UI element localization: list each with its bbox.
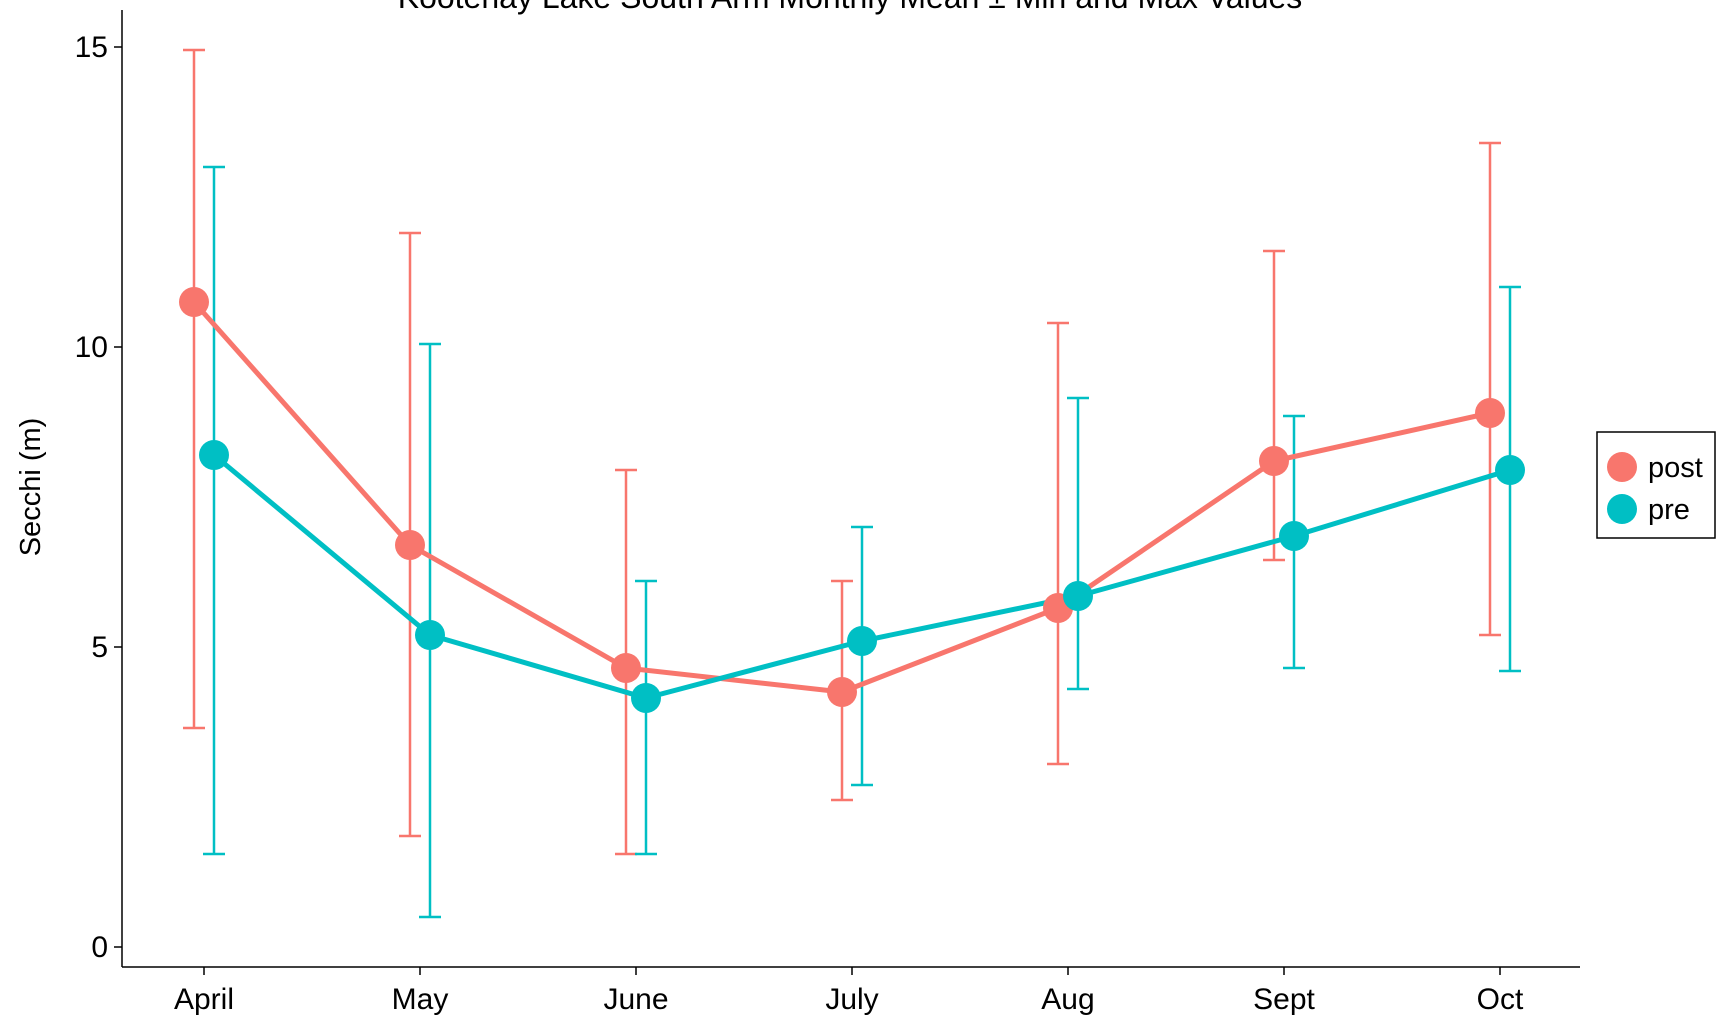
data-point: [1495, 455, 1525, 485]
x-tick-label: Oct: [1477, 983, 1524, 1015]
data-point: [847, 626, 877, 656]
data-point: [199, 440, 229, 470]
legend: post pre: [1596, 431, 1716, 539]
data-point: [1279, 521, 1309, 551]
data-point: [631, 683, 661, 713]
y-tick-label: 5: [91, 631, 108, 664]
error-bar: [1067, 396, 1089, 691]
error-bar: [183, 48, 205, 730]
error-bar: [635, 579, 657, 856]
x-tick-label: Aug: [1041, 983, 1094, 1015]
legend-label-post: post: [1648, 452, 1703, 484]
x-tick-label: May: [392, 983, 449, 1015]
chart-title: Kootenay Lake South Arm Monthly Mean ± M…: [398, 0, 1303, 15]
legend-key-pre: [1607, 494, 1637, 524]
y-tick-label: 10: [75, 331, 108, 364]
points-pre: [199, 440, 1525, 713]
data-point: [395, 530, 425, 560]
series-layer: [179, 48, 1525, 919]
x-axis: April May June July Aug Sept Oct: [122, 966, 1580, 1015]
y-tick-label: 0: [91, 931, 108, 964]
x-tick-label: April: [174, 983, 234, 1015]
points-post: [179, 287, 1505, 707]
error-bar: [1479, 141, 1501, 637]
legend-label-pre: pre: [1648, 494, 1690, 526]
error-bar: [1263, 249, 1285, 562]
y-axis-title: Secchi (m): [15, 418, 47, 557]
y-tick-label: 15: [75, 31, 108, 64]
data-point: [1063, 581, 1093, 611]
legend-key-post: [1607, 452, 1637, 482]
y-axis: 0 5 10 15: [75, 10, 123, 967]
x-tick-label: July: [825, 983, 878, 1015]
error-bar: [1047, 321, 1069, 766]
data-point: [611, 653, 641, 683]
data-point: [827, 677, 857, 707]
x-tick-label: Sept: [1253, 983, 1315, 1015]
data-point: [1475, 398, 1505, 428]
error-bar: [203, 165, 225, 856]
data-point: [415, 620, 445, 650]
data-point: [179, 287, 209, 317]
x-tick-label: June: [603, 983, 668, 1015]
data-point: [1259, 446, 1289, 476]
